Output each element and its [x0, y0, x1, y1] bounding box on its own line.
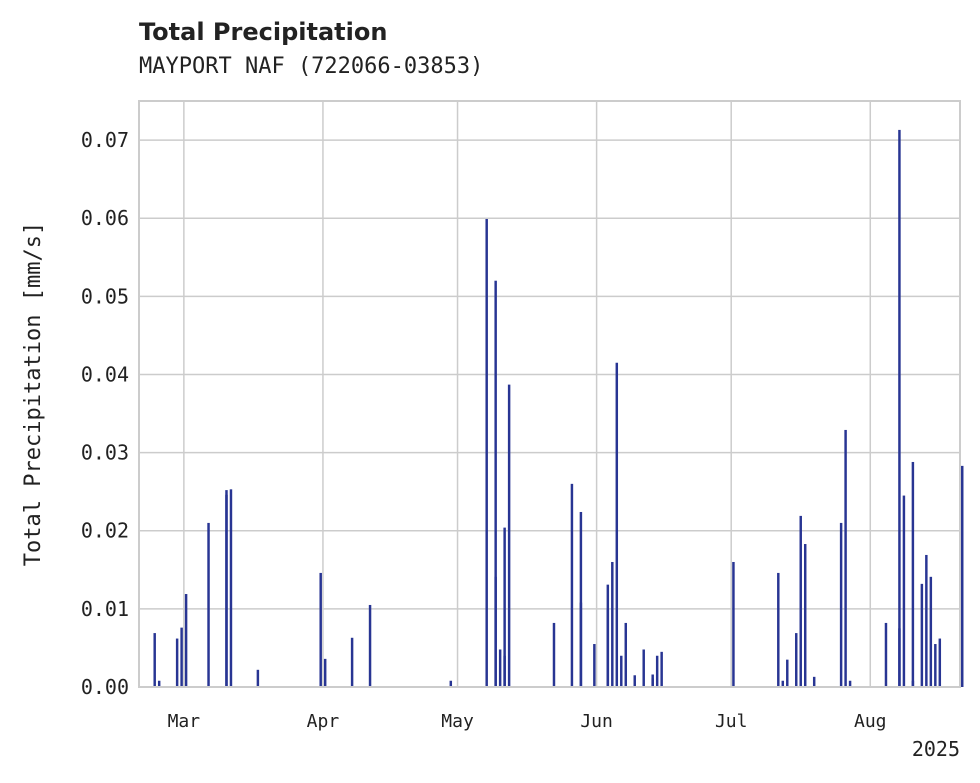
precipitation-bar: [256, 669, 260, 687]
precipitation-bar: [606, 609, 610, 687]
precipitation-bar: [655, 655, 659, 687]
precipitation-bar: [938, 638, 942, 687]
precipitation-bar: [180, 627, 183, 687]
y-axis-label: Total Precipitation [mm/s]: [21, 222, 46, 566]
precipitation-bar: [795, 633, 798, 687]
precipitation-bar: [781, 680, 785, 687]
precipitation-bar: [651, 674, 654, 687]
precipitation-bar: [934, 644, 937, 687]
precipitation-bar: [898, 129, 901, 688]
y-tick-label: 0.03: [81, 441, 129, 465]
precipitation-bar: [839, 522, 843, 687]
precipitation-bar: [929, 576, 933, 687]
precipitation-bar: [175, 638, 179, 687]
grid-lines: [139, 101, 960, 688]
x-tick-label: Aug: [854, 711, 887, 732]
x-tick-label: Jul: [715, 711, 748, 732]
precipitation-bar: [323, 658, 327, 687]
x-axis-year-label: 2025: [912, 737, 960, 761]
y-tick-label: 0.05: [81, 284, 129, 308]
y-tick-label: 0.02: [81, 519, 129, 543]
precipitation-bar: [552, 622, 556, 687]
precipitation-bar: [911, 461, 915, 687]
precipitation-bar: [633, 675, 636, 687]
precipitation-bar: [611, 561, 614, 687]
precipitation-bar: [157, 680, 161, 687]
precipitation-bar: [732, 561, 735, 687]
precipitation-bar: [507, 384, 511, 687]
precipitation-bar: [153, 633, 156, 687]
plot-frame: [138, 100, 961, 688]
x-tick-label: Mar: [168, 711, 201, 732]
precipitation-bar: [884, 622, 888, 687]
precipitation-bar: [620, 655, 623, 687]
precipitation-bar: [786, 659, 789, 687]
precipitation-bar: [229, 489, 233, 687]
y-tick-label: 0.04: [81, 362, 129, 386]
precipitation-bar: [184, 594, 188, 687]
precipitation-bar: [350, 637, 354, 687]
bar-series: [153, 129, 964, 688]
precipitation-bar: [642, 649, 645, 687]
x-tick-label: Jun: [580, 711, 613, 732]
precipitation-bar: [207, 522, 210, 687]
precipitation-bar: [902, 495, 906, 687]
precipitation-bar: [570, 483, 574, 687]
precipitation-bar: [368, 604, 372, 687]
precipitation-bar: [898, 628, 901, 687]
precipitation-bar: [920, 583, 924, 687]
precipitation-bar: [593, 644, 596, 687]
x-tick-label: May: [441, 711, 474, 732]
precipitation-bar: [848, 680, 852, 687]
precipitation-bar: [615, 362, 619, 687]
precipitation-bar: [449, 680, 453, 687]
chart-subtitle: MAYPORT NAF (722066-03853): [139, 54, 483, 79]
precipitation-bar: [624, 622, 628, 687]
precipitation-bar: [660, 651, 663, 687]
y-tick-label: 0.07: [81, 128, 129, 152]
precipitation-bar: [579, 511, 583, 687]
chart-title: Total Precipitation: [139, 18, 387, 46]
x-axis-ticks: Mar Apr May Jun Jul Aug: [168, 711, 887, 732]
precipitation-bar: [961, 465, 964, 687]
precipitation-bar: [812, 676, 816, 687]
precipitation-bar: [225, 490, 228, 687]
precipitation-bar: [319, 572, 322, 687]
y-tick-label: 0.01: [81, 597, 129, 621]
precipitation-bar: [799, 515, 802, 687]
precipitation-bar: [911, 680, 915, 687]
precipitation-bar: [925, 554, 928, 687]
precipitation-bar: [485, 218, 488, 688]
y-tick-label: 0.00: [81, 675, 129, 699]
y-tick-label: 0.06: [81, 206, 129, 230]
x-tick-label: Apr: [307, 711, 340, 732]
precipitation-bar: [579, 602, 583, 687]
precipitation-bar: [494, 280, 497, 687]
precipitation-bar: [844, 429, 847, 687]
precipitation-bar: [503, 527, 506, 687]
precipitation-bar: [498, 649, 502, 687]
precipitation-bar: [803, 544, 807, 687]
y-axis-ticks: 0.00 0.01 0.02 0.03 0.04 0.05 0.06 0.07: [81, 128, 129, 699]
precipitation-bar: [777, 572, 780, 687]
